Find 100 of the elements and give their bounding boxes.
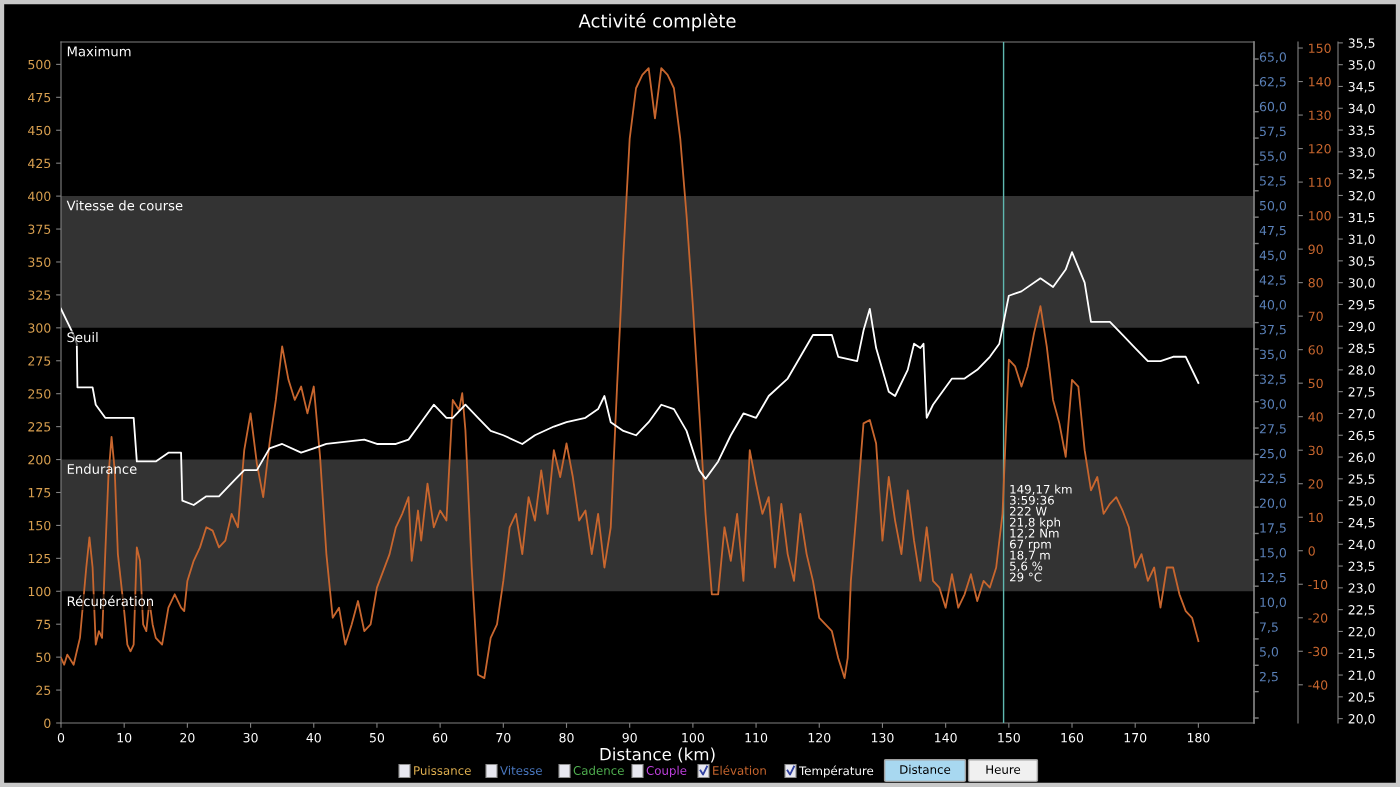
text: 65,0 62,5 60,0 57,5 55,0 52,5 50,0 47,5 45,0 42,5 40,0 37,5 35,0 32,5 30,0 27,5 25,0 22,5 20,0 17,5 15,0 12,5 10,0 7,5 5,0 2,5 bbox=[1259, 52, 1286, 683]
y3-tick-label: 27,5 bbox=[1348, 387, 1375, 398]
y3-tick-label: 22,5 bbox=[1348, 605, 1375, 616]
line-series bbox=[61, 67, 1200, 679]
y-tick-label: 225 bbox=[28, 422, 51, 432]
y2-tick-label: 80 bbox=[1308, 278, 1323, 288]
y2-tick-label: 90 bbox=[1308, 244, 1323, 255]
x-tick-label: 20 bbox=[180, 732, 195, 743]
y3-tick-label: 27,0 bbox=[1348, 408, 1375, 420]
y3-tick-label: 25,0 bbox=[1348, 496, 1375, 507]
y3-tick-label: 31,5 bbox=[1348, 212, 1375, 224]
text: Distance bbox=[900, 764, 951, 774]
chart-title: Activité complète bbox=[578, 12, 736, 32]
y3-tick-label: 34,0 bbox=[1348, 103, 1375, 115]
y3-tick-label: 24,0 bbox=[1348, 539, 1375, 551]
y3-tick-label: 31,0 bbox=[1348, 234, 1375, 246]
y2-tick-label: 70 bbox=[1308, 311, 1323, 322]
x-tick-label: 40 bbox=[306, 732, 321, 743]
y-tick-label: 125 bbox=[28, 553, 51, 564]
y2-tick-label: -40 bbox=[1308, 680, 1328, 690]
y3-tick-label: 34,5 bbox=[1348, 81, 1375, 93]
y3-tick-label: 35,5 bbox=[1348, 38, 1375, 50]
y2-tick-label: 40 bbox=[1308, 412, 1323, 422]
y3-tick-label: 33,0 bbox=[1348, 147, 1375, 159]
text: Puissance bbox=[414, 765, 471, 775]
y-tick-label: 350 bbox=[28, 257, 51, 267]
x-tick-label: 100 bbox=[682, 732, 704, 743]
annotation: Maximum bbox=[67, 46, 131, 57]
x-tick-label: 110 bbox=[745, 732, 768, 743]
y-tick-label: 150 bbox=[28, 520, 51, 531]
y2-tick-label: 10 bbox=[1309, 512, 1323, 523]
y2-tick-label: 60 bbox=[1308, 345, 1323, 355]
y3-tick-label: 20,5 bbox=[1348, 692, 1375, 704]
annotation: Seuil bbox=[67, 332, 98, 343]
y-tick-label: 325 bbox=[28, 290, 51, 300]
x-tick-label: 60 bbox=[433, 732, 448, 743]
y-tick-label: 175 bbox=[28, 488, 51, 498]
y-tick-label: 0 bbox=[44, 718, 51, 728]
y3-tick-label: 28,5 bbox=[1348, 343, 1375, 355]
y2-tick-label: 140 bbox=[1309, 77, 1331, 87]
band-label: Vitesse de course bbox=[66, 200, 183, 211]
y3-tick-label: 21,5 bbox=[1348, 648, 1375, 660]
line-series bbox=[61, 251, 1200, 506]
x-tick-label: 140 bbox=[935, 732, 957, 743]
y2-tick-label: -20 bbox=[1308, 613, 1328, 623]
y-tick-label: 450 bbox=[28, 125, 51, 136]
x-tick-label: 50 bbox=[369, 732, 385, 743]
y2-tick-label: 110 bbox=[1309, 177, 1331, 188]
text: Cadence bbox=[573, 765, 624, 775]
text: Couple bbox=[646, 765, 687, 778]
y3-tick-label: 29,5 bbox=[1348, 299, 1375, 311]
y-tick-label: 100 bbox=[28, 586, 51, 597]
y3-tick-label: 26,5 bbox=[1348, 430, 1375, 442]
y3-tick-label: 30,5 bbox=[1348, 256, 1375, 268]
y2-tick-label: 30 bbox=[1308, 445, 1323, 456]
y-tick-label: 400 bbox=[28, 191, 51, 202]
y-tick-label: 50 bbox=[36, 652, 51, 663]
x-tick-label: 90 bbox=[622, 732, 637, 743]
text: Température bbox=[798, 765, 874, 778]
text: Heure bbox=[986, 765, 1021, 774]
x-tick-label: 170 bbox=[1124, 732, 1147, 743]
x-tick-label: 180 bbox=[1187, 732, 1210, 743]
x-tick-label: 120 bbox=[808, 732, 831, 743]
y-tick-label: 200 bbox=[28, 455, 51, 465]
y-tick-label: 250 bbox=[28, 389, 51, 399]
y2-tick-label: 150 bbox=[1309, 43, 1331, 53]
y3-tick-label: 23,5 bbox=[1348, 561, 1375, 573]
y3-tick-label: 29,0 bbox=[1348, 321, 1375, 333]
y-tick-label: 75 bbox=[36, 619, 51, 630]
y2-tick-label: 100 bbox=[1309, 211, 1331, 221]
y2-tick-label: 50 bbox=[1308, 378, 1323, 389]
x-axis-title: Distance (km) bbox=[600, 747, 715, 763]
y-tick-label: 375 bbox=[28, 224, 51, 234]
y-tick-label: 475 bbox=[28, 92, 51, 103]
y3-tick-label: 32,5 bbox=[1348, 169, 1375, 180]
y2-tick-label: 20 bbox=[1308, 479, 1323, 489]
y-tick-label: 25 bbox=[36, 685, 51, 695]
x-tick-label: 70 bbox=[496, 732, 511, 743]
y3-tick-label: 30,0 bbox=[1348, 278, 1375, 289]
x-tick-label: 160 bbox=[1061, 732, 1084, 743]
y2-tick-label: 120 bbox=[1309, 144, 1331, 154]
y3-tick-label: 24,5 bbox=[1348, 517, 1375, 529]
y3-tick-label: 35,0 bbox=[1348, 60, 1375, 71]
text: 149,17 km 3:59:36 222 W 21,8 kph 12,2 Nm 67 rpm 18,7 m 5,6 % 29 °C bbox=[1009, 484, 1072, 582]
y3-tick-label: 33,5 bbox=[1348, 125, 1375, 137]
y2-tick-label: 0 bbox=[1308, 546, 1315, 556]
text: Vitesse bbox=[500, 765, 542, 775]
y3-tick-label: 23,0 bbox=[1348, 583, 1375, 595]
y2-tick-label: -10 bbox=[1308, 579, 1328, 590]
y-tick-label: 275 bbox=[28, 356, 51, 366]
y3-tick-label: 28,0 bbox=[1348, 365, 1375, 377]
y2-tick-label: -30 bbox=[1308, 646, 1328, 657]
y3-tick-label: 26,0 bbox=[1348, 452, 1375, 464]
y3-tick-label: 22,0 bbox=[1348, 626, 1375, 638]
y3-tick-label: 20,0 bbox=[1348, 714, 1375, 725]
y2-tick-label: 130 bbox=[1309, 110, 1331, 120]
x-tick-label: 150 bbox=[998, 732, 1020, 743]
y3-tick-label: 32,0 bbox=[1348, 190, 1375, 202]
y-tick-label: 500 bbox=[28, 59, 51, 70]
x-tick-label: 130 bbox=[871, 732, 894, 743]
